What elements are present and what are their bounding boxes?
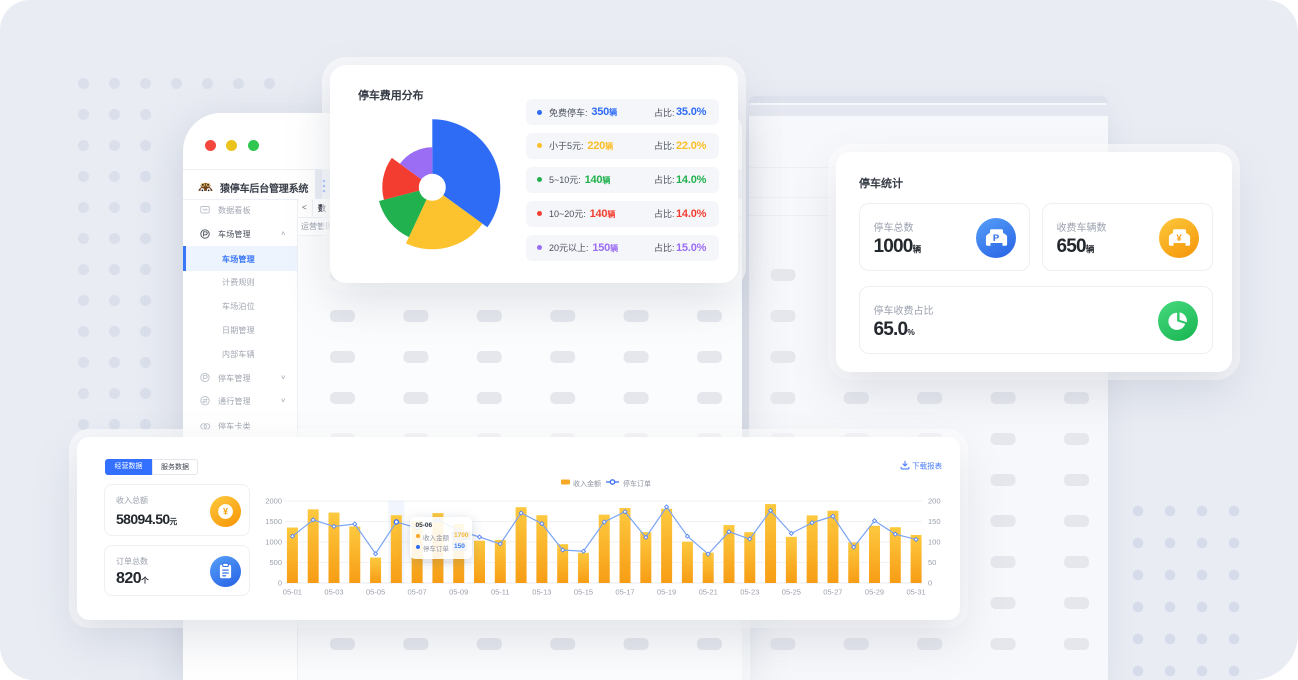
svg-text:05-19: 05-19 xyxy=(657,588,676,597)
svg-text:150: 150 xyxy=(928,517,941,526)
svg-text:05-29: 05-29 xyxy=(865,588,884,597)
svg-text:¥: ¥ xyxy=(1176,232,1182,243)
svg-text:停车订单: 停车订单 xyxy=(623,479,651,488)
svg-text:05-11: 05-11 xyxy=(491,588,510,597)
svg-text:05-01: 05-01 xyxy=(283,588,302,597)
svg-text:50: 50 xyxy=(928,558,936,567)
svg-text:200: 200 xyxy=(928,497,941,506)
svg-text:05-27: 05-27 xyxy=(823,588,842,597)
svg-text:05-07: 05-07 xyxy=(408,588,427,597)
svg-text:05-09: 05-09 xyxy=(449,588,468,597)
svg-text:2000: 2000 xyxy=(265,497,282,506)
svg-text:0: 0 xyxy=(278,579,282,588)
svg-text:05-05: 05-05 xyxy=(366,588,385,597)
svg-text:1000: 1000 xyxy=(265,538,282,547)
svg-text:1500: 1500 xyxy=(265,517,282,526)
svg-text:05-25: 05-25 xyxy=(782,588,801,597)
svg-text:05-13: 05-13 xyxy=(532,588,551,597)
svg-text:0: 0 xyxy=(928,579,932,588)
svg-text:05-31: 05-31 xyxy=(907,588,926,597)
svg-text:05-15: 05-15 xyxy=(574,588,593,597)
svg-text:100: 100 xyxy=(928,538,941,547)
svg-text:05-21: 05-21 xyxy=(699,588,718,597)
svg-text:05-17: 05-17 xyxy=(615,588,634,597)
svg-text:05-23: 05-23 xyxy=(740,588,759,597)
svg-text:05-03: 05-03 xyxy=(324,588,343,597)
svg-text:500: 500 xyxy=(269,558,282,567)
svg-text:P: P xyxy=(993,232,1000,243)
svg-text:¥: ¥ xyxy=(222,507,227,517)
svg-text:收入金额: 收入金额 xyxy=(573,479,601,488)
